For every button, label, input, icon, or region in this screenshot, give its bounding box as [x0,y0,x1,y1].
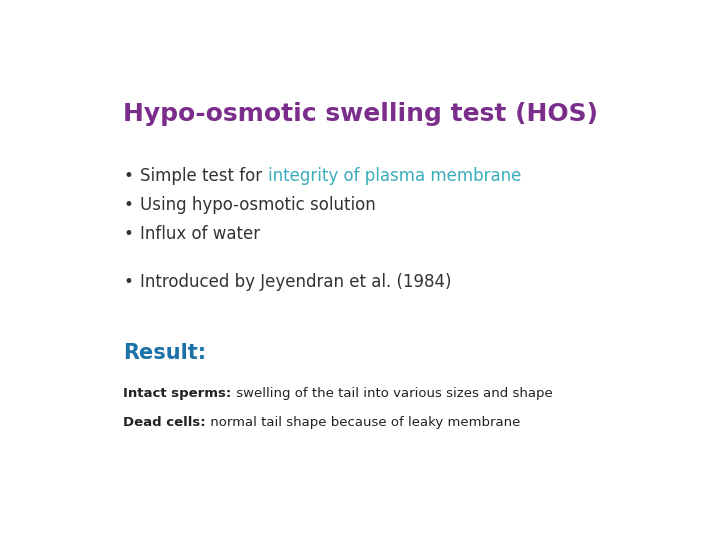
Text: Simple test for: Simple test for [140,167,268,185]
Text: Intact sperms:: Intact sperms: [124,387,232,400]
Text: integrity of plasma membrane: integrity of plasma membrane [268,167,521,185]
Text: Introduced by Jeyendran et al. (1984): Introduced by Jeyendran et al. (1984) [140,273,451,291]
Text: Influx of water: Influx of water [140,225,261,243]
Text: normal tail shape because of leaky membrane: normal tail shape because of leaky membr… [206,416,521,429]
Text: Using hypo-osmotic solution: Using hypo-osmotic solution [140,196,376,214]
Text: •: • [124,225,133,243]
Text: •: • [124,273,133,291]
Text: •: • [124,196,133,214]
Text: Result:: Result: [124,343,207,363]
Text: •: • [124,167,133,185]
Text: Dead cells:: Dead cells: [124,416,206,429]
Text: Hypo-osmotic swelling test (HOS): Hypo-osmotic swelling test (HOS) [124,102,598,126]
Text: swelling of the tail into various sizes and shape: swelling of the tail into various sizes … [232,387,552,400]
